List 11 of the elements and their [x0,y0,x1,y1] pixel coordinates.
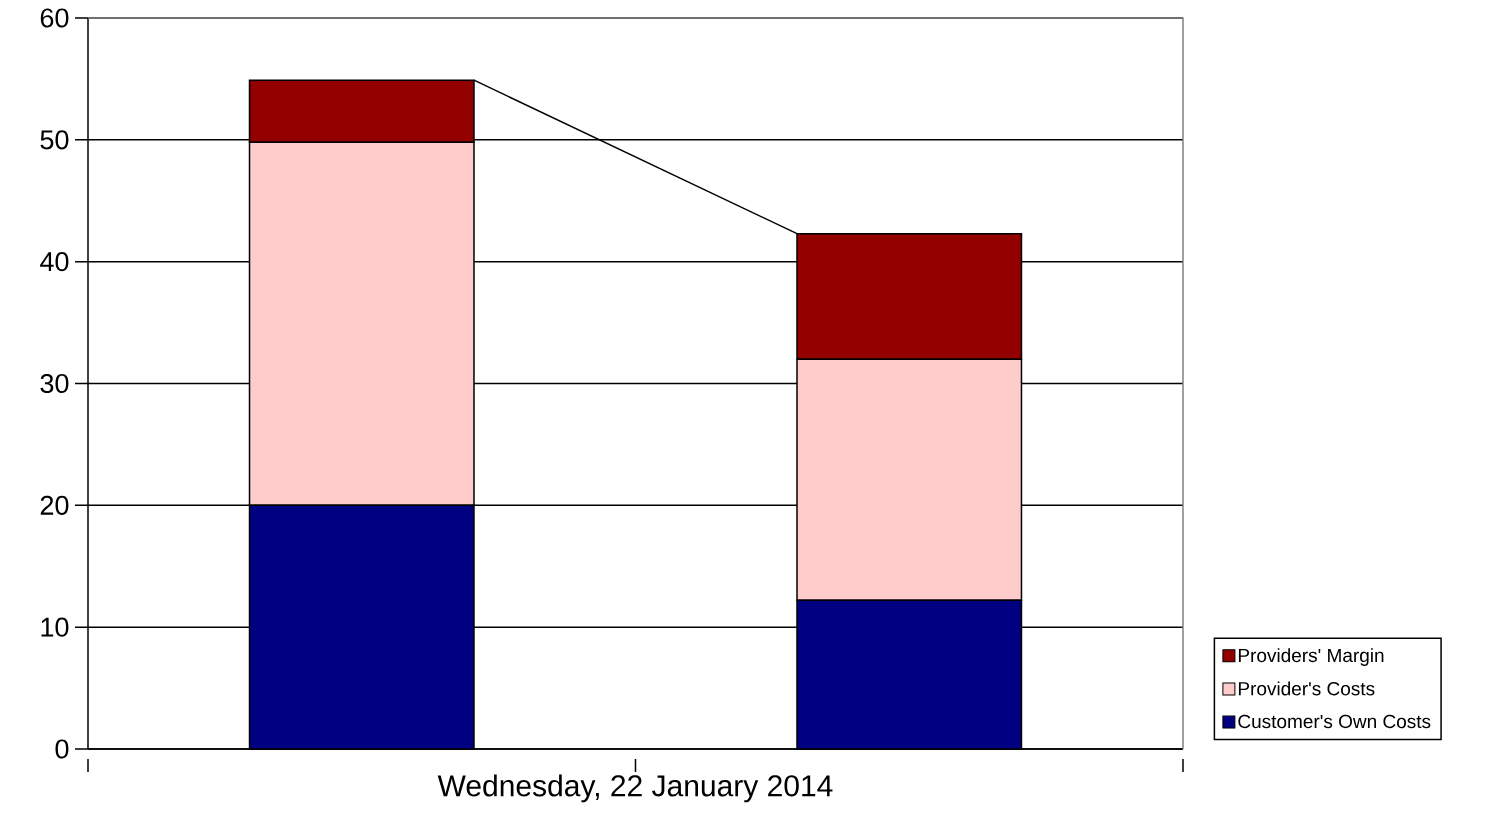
y-tick-label: 20 [40,495,69,515]
y-tick-label: 60 [40,8,69,28]
legend-label: Customer's Own Costs [1238,714,1431,729]
y-tick-label: 40 [40,252,69,272]
y-tick-label: 30 [40,373,69,394]
legend-label: Providers' Margin [1238,648,1384,666]
y-tick-label: 0 [55,739,69,759]
legend-label: Provider's Costs [1238,681,1375,696]
y-tick-label: 10 [41,617,69,637]
y-tick-label: 50 [40,130,69,150]
x-axis-title: Wednesday, 22 January 2014 [437,774,833,803]
